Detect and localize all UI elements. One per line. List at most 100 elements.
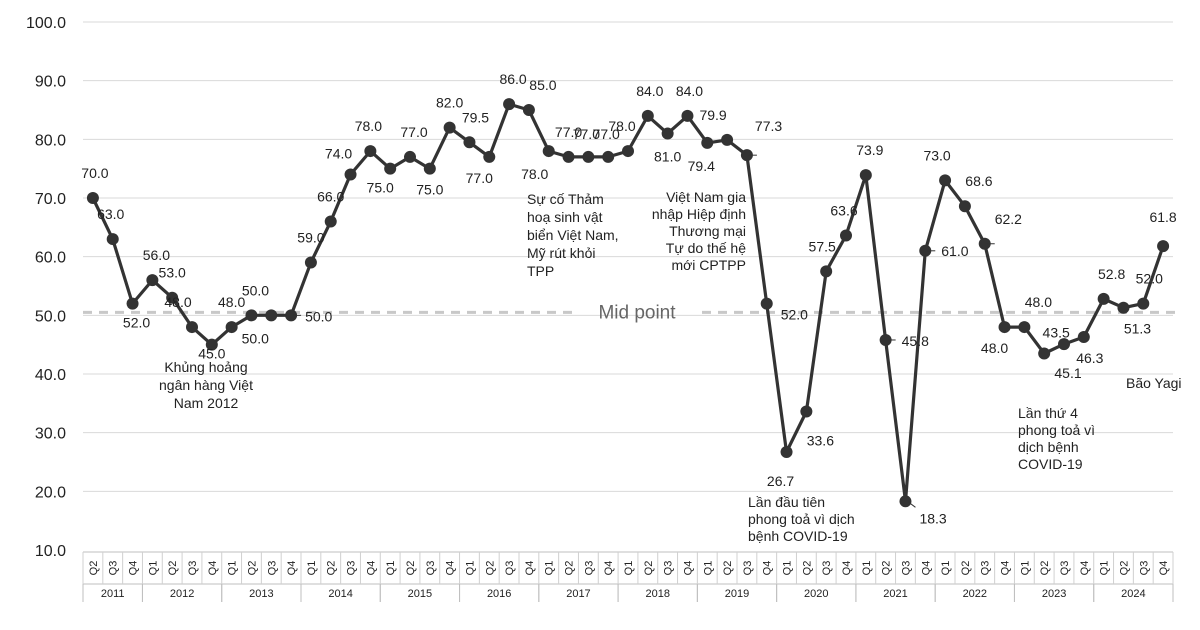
quarter-label: Q2 — [246, 561, 258, 576]
data-label: 51.3 — [1124, 321, 1151, 337]
annotation-cptpp: Thương mại — [669, 223, 746, 239]
midpoint-label: Mid point — [598, 302, 676, 323]
annotation-covid-first: Lần đầu tiên — [748, 494, 825, 510]
quarter-label: Q4 — [920, 561, 932, 576]
quarter-label: Q3 — [108, 561, 120, 576]
year-label: 2021 — [883, 588, 907, 600]
data-point — [245, 309, 258, 322]
data-point — [265, 309, 278, 322]
annotation-yagi: Bão Yagi — [1126, 375, 1182, 391]
data-point — [106, 233, 119, 246]
data-point — [344, 168, 357, 181]
y-tick-label: 70.0 — [35, 191, 66, 208]
quarter-label: Q4 — [682, 561, 694, 576]
y-tick-label: 40.0 — [35, 367, 66, 384]
quarter-label: Q4 — [128, 561, 140, 576]
quarter-label: Q2 — [1039, 561, 1051, 576]
data-label: 63.0 — [97, 206, 124, 222]
year-label: 2012 — [170, 588, 194, 600]
data-label: 61.0 — [941, 243, 968, 259]
quarter-label: Q1 — [702, 561, 714, 576]
data-label: 63.6 — [830, 203, 857, 219]
data-point — [1038, 347, 1051, 360]
data-point — [205, 338, 218, 351]
data-point — [285, 309, 298, 322]
data-point — [503, 98, 516, 111]
data-label: 48.0 — [1025, 294, 1052, 310]
data-label: 56.0 — [143, 247, 170, 263]
quarter-label: Q3 — [266, 561, 278, 576]
data-point — [483, 150, 496, 163]
annotation-formosa-tpp: hoạ sinh vật — [527, 209, 603, 225]
data-point — [721, 133, 734, 146]
data-point — [602, 150, 615, 163]
year-label: 2011 — [101, 588, 125, 600]
data-point — [582, 150, 595, 163]
quarter-label: Q3 — [346, 561, 358, 576]
year-label: 2018 — [645, 588, 669, 600]
data-label: 74.0 — [325, 146, 352, 162]
quarter-label: Q4 — [524, 561, 536, 576]
data-label: 73.9 — [856, 142, 883, 158]
year-label: 2024 — [1121, 588, 1145, 600]
year-label: 2016 — [487, 588, 511, 600]
data-point — [423, 162, 436, 175]
data-point — [879, 333, 892, 346]
data-label: 59.0 — [297, 230, 324, 246]
annotation-covid-first: phong toả vì dịch — [748, 511, 855, 527]
data-label: 50.0 — [242, 282, 269, 298]
annotation-covid-fourth: Lần thứ 4 — [1018, 405, 1078, 421]
quarter-label: Q3 — [504, 561, 516, 576]
data-point — [780, 446, 793, 459]
data-point — [186, 321, 198, 334]
quarter-label: Q3 — [425, 561, 437, 576]
quarter-label: Q2 — [643, 561, 655, 576]
quarter-label: Q1 — [1099, 561, 1111, 576]
annotation-cptpp: Tự do thế hệ — [666, 240, 746, 256]
data-point — [958, 200, 971, 213]
data-point — [661, 127, 674, 140]
data-point — [126, 297, 139, 310]
data-point — [364, 145, 377, 158]
data-point — [1058, 338, 1070, 351]
data-label: 45.1 — [1054, 365, 1081, 381]
data-label: 79.9 — [699, 107, 726, 123]
x-axis: Q2 Q3 Q4 Q1 Q2 Q3 Q4 Q1 Q2 Q3 Q4 Q1 Q2 Q3 Q4 Q1 Q2 Q3 Q4 Q1… — [82, 551, 1174, 602]
quarter-label: Q4 — [286, 561, 298, 576]
data-label: 33.6 — [807, 433, 834, 449]
quarter-label: Q2 — [1118, 561, 1130, 576]
year-label: 2020 — [804, 588, 828, 600]
data-label: 53.0 — [159, 265, 186, 281]
data-point — [622, 145, 634, 158]
quarter-label: Q4 — [603, 561, 615, 576]
data-point — [1018, 321, 1031, 334]
data-label: 57.5 — [809, 238, 836, 254]
data-label: 26.7 — [767, 473, 794, 489]
data-label: 77.0 — [466, 170, 493, 186]
quarter-label: Q2 — [801, 561, 813, 576]
data-label: 78.0 — [521, 166, 548, 182]
data-point — [998, 321, 1011, 334]
data-label: 77.0 — [555, 124, 582, 140]
quarter-label: Q3 — [1138, 561, 1150, 576]
data-point — [166, 291, 179, 304]
data-point — [463, 136, 476, 149]
quarter-label: Q3 — [663, 561, 675, 576]
quarter-label: Q4 — [207, 561, 219, 576]
data-label: 79.4 — [688, 158, 715, 174]
data-point — [225, 321, 238, 334]
annotation-cptpp: mới CPTPP — [671, 257, 746, 273]
quarter-label: Q1 — [147, 561, 159, 576]
data-point — [1077, 331, 1090, 344]
data-point — [859, 169, 872, 182]
quarter-label: Q3 — [187, 561, 199, 576]
data-label: 52.0 — [123, 315, 150, 331]
quarter-label: Q1 — [782, 561, 794, 576]
data-label: 77.0 — [593, 126, 620, 142]
quarter-label: Q1 — [623, 561, 635, 576]
quarter-label: Q4 — [1000, 561, 1012, 576]
data-label: 79.5 — [462, 109, 489, 125]
quarter-label: Q4 — [762, 561, 774, 576]
quarter-label: Q1 — [940, 561, 952, 576]
